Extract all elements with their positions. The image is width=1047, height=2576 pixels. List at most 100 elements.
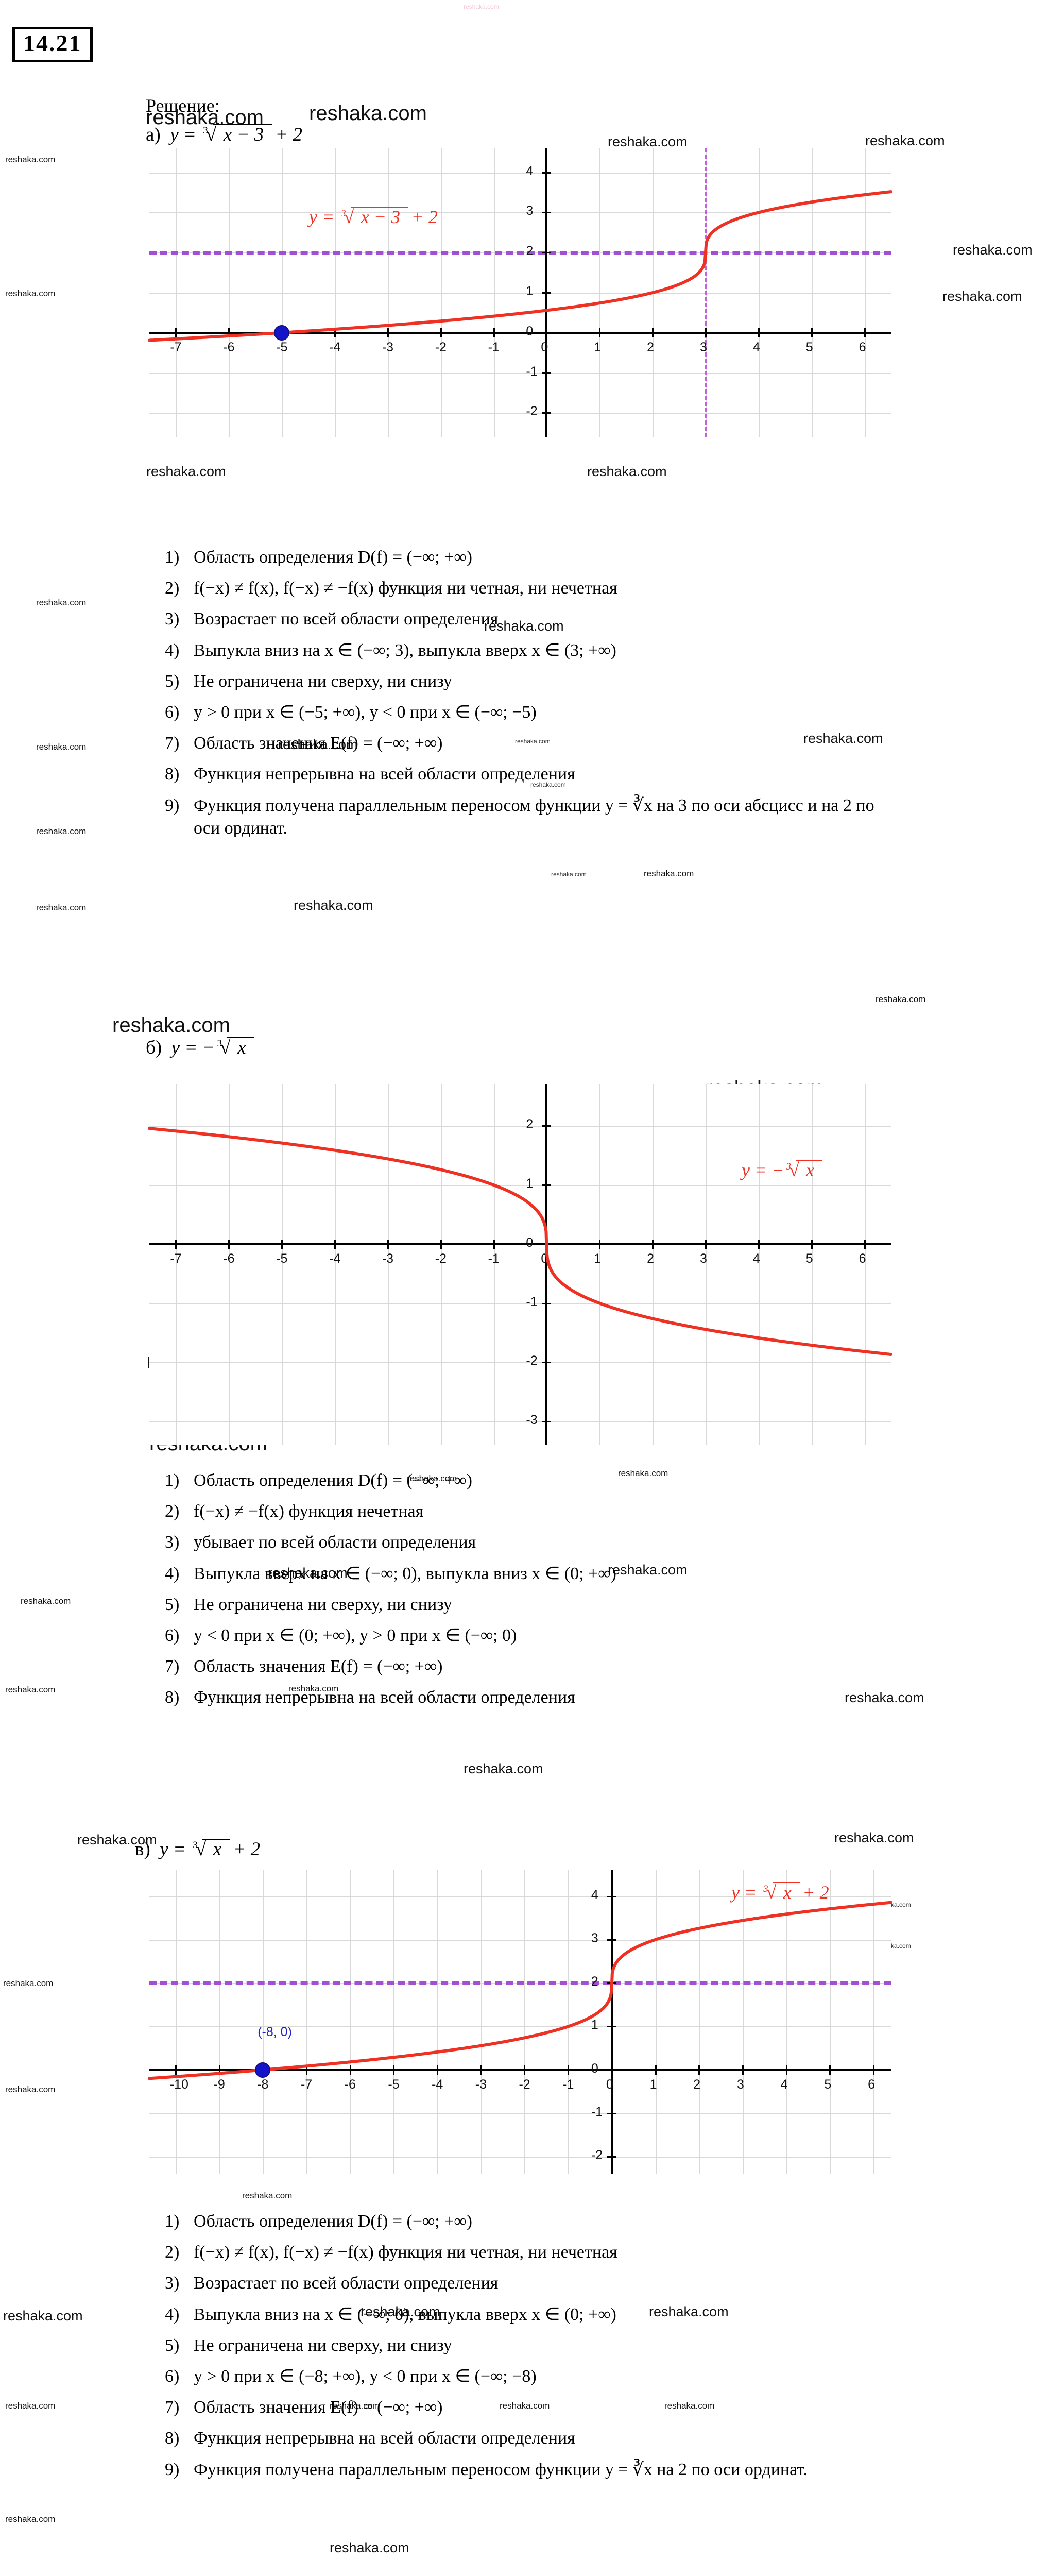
x-axis-tick (334, 328, 336, 337)
list-item: 8) Функция непрерывна на всей области опр… (165, 765, 575, 784)
props-list-a: 1) Область определения D(f) = (−∞; +∞) 2)… (165, 546, 886, 848)
grid-line-vertical (811, 1084, 813, 1445)
grid-line-horizontal (149, 2157, 891, 2158)
x-axis-tick (437, 2065, 439, 2075)
watermark: reshaka.com (942, 289, 1022, 304)
x-axis-tick-label: -8 (257, 2077, 269, 2092)
list-item: 3) Возрастает по всей области определения (165, 2274, 499, 2293)
grid-line-horizontal (149, 2113, 891, 2114)
grid-line-vertical (568, 1870, 570, 2174)
y-axis-tick-label: 0 (591, 2061, 598, 2076)
list-item: 1) Область определения D(f) = (−∞; +∞) (165, 1471, 472, 1490)
curve-equation-b: y = −3√ x (742, 1159, 823, 1181)
grid-line-horizontal (149, 2026, 891, 2028)
x-axis-tick-label: -4 (432, 2077, 443, 2092)
x-axis-tick (705, 328, 707, 337)
y-axis-tick-label: -1 (526, 364, 538, 379)
watermark: reshaka.com (464, 1761, 543, 1776)
curve-equation-a: y = 3√ x − 3 + 2 (309, 207, 438, 227)
y-axis-tick-label: 3 (591, 1930, 598, 1945)
x-axis-tick (698, 2065, 700, 2075)
grid-line-vertical (335, 1084, 336, 1445)
grid-line-horizontal (149, 1421, 891, 1423)
list-item: 7) Область значения E(f) = (−∞; +∞) (165, 734, 443, 753)
x-axis-tick-label: -5 (388, 2077, 400, 2092)
grid-line-vertical (706, 1084, 707, 1445)
grid-line-vertical (873, 1870, 875, 2174)
x-axis-tick-label: -10 (169, 2077, 188, 2092)
x-axis-tick (440, 328, 442, 337)
watermark: reshaka.com (5, 2514, 56, 2524)
x-axis-tick-label: -1 (488, 340, 500, 354)
x-axis-tick-label: 2 (647, 340, 655, 354)
watermark: reshaka.com (5, 2084, 56, 2094)
x-axis-tick-label: -9 (213, 2077, 225, 2092)
x-axis-tick-label: 0 (606, 2077, 613, 2092)
y-axis (610, 1870, 613, 2174)
grid-line-vertical (437, 1870, 439, 2174)
x-axis-tick (568, 2065, 570, 2075)
grid-line-vertical (350, 1870, 351, 2174)
graph-point-label: (-8, 0) (258, 2024, 292, 2039)
y-axis-tick (542, 1125, 552, 1127)
x-axis-tick (811, 328, 813, 337)
grid-line-vertical (263, 1870, 264, 2174)
x-axis-tick-label: -5 (276, 1251, 288, 1266)
watermark: reshaka.com (3, 1978, 54, 1988)
x-axis-tick-label: -2 (435, 340, 447, 354)
x-axis-tick (705, 1239, 707, 1249)
x-axis-tick (758, 1239, 760, 1249)
grid-line-horizontal (149, 372, 891, 374)
curve-series (148, 1127, 892, 1356)
x-axis-tick-label: 4 (752, 1251, 760, 1266)
grid-line-vertical (387, 1084, 389, 1445)
part-b-label: б) (146, 1037, 162, 1058)
y-axis-tick (607, 1939, 616, 1941)
x-axis-tick-label: -7 (170, 1251, 182, 1266)
y-axis (545, 1084, 548, 1445)
watermark: reshaka.com (953, 242, 1033, 258)
y-axis-tick-label: 3 (526, 204, 534, 218)
x-axis-tick-label: 5 (805, 340, 813, 354)
y-axis-tick (542, 172, 552, 174)
x-axis-tick-label: -3 (382, 1251, 394, 1266)
exercise-number: 14.21 (12, 27, 93, 62)
watermark: reshaka.com (3, 2308, 83, 2324)
y-axis-tick-label: 2 (526, 244, 534, 259)
grid-line-horizontal (149, 1126, 891, 1127)
grid-line-vertical (699, 1870, 700, 2174)
list-item: 5) Не ограничена ни сверху, ни снизу (165, 1595, 452, 1614)
x-axis-tick (493, 1239, 495, 1249)
y-axis-tick (542, 412, 552, 414)
y-axis-tick (542, 212, 552, 214)
grid-line-vertical (480, 1870, 482, 2174)
y-axis-tick-label: 0 (526, 1235, 534, 1250)
props-list-v: 1) Область определения D(f) = (−∞; +∞) 2)… (165, 2210, 901, 2489)
list-item: 1) Область определения D(f) = (−∞; +∞) (165, 2212, 472, 2231)
list-item: 7) Область значения E(f) = (−∞; +∞) (165, 1657, 443, 1676)
x-axis-tick (387, 328, 389, 337)
grid-line-vertical (219, 1870, 220, 2174)
grid-line-vertical (830, 1870, 831, 2174)
x-axis-tick-label: 3 (737, 2077, 744, 2092)
x-axis-tick-label: -3 (382, 340, 394, 354)
watermark: reshaka.com (36, 826, 87, 836)
horizontal-asymptote (149, 251, 891, 255)
x-axis-tick-label: 1 (594, 340, 602, 354)
x-axis-tick (652, 328, 654, 337)
grid-line-horizontal (149, 1185, 891, 1187)
x-axis-tick-label: 1 (594, 1251, 602, 1266)
x-axis-tick (218, 2065, 220, 2075)
watermark: reshaka.com (309, 102, 427, 125)
y-axis-tick-label: 0 (526, 324, 534, 338)
x-axis-tick-label: 5 (805, 1251, 813, 1266)
y-axis-tick-label: -1 (591, 2105, 603, 2119)
x-axis-tick (393, 2065, 395, 2075)
y-axis-tick (607, 1895, 616, 1897)
grid-line-horizontal (149, 293, 891, 294)
x-axis-tick-label: 4 (780, 2077, 788, 2092)
x-axis-tick-label: -3 (475, 2077, 487, 2092)
y-axis-tick (542, 372, 552, 374)
x-axis-tick (228, 1239, 230, 1249)
